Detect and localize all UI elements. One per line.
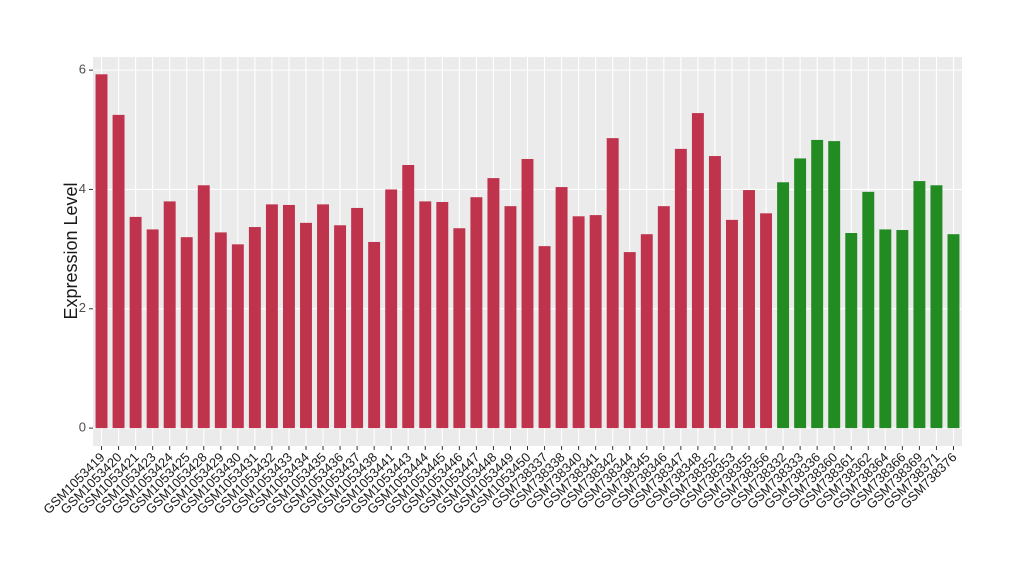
bar	[368, 241, 381, 429]
bar	[726, 219, 738, 429]
bar	[879, 229, 892, 429]
bar	[487, 178, 500, 429]
bar	[845, 233, 858, 429]
bar	[248, 227, 261, 429]
bar	[760, 213, 773, 429]
bar	[129, 216, 142, 429]
bar	[538, 246, 551, 429]
bar	[402, 164, 415, 429]
bar	[180, 237, 193, 429]
bar	[691, 113, 704, 429]
bar	[640, 234, 653, 429]
bar	[385, 189, 398, 429]
y-tick-label: 2	[79, 300, 86, 315]
bar	[351, 207, 364, 429]
y-axis-title: Expression Level	[61, 182, 81, 319]
bar	[146, 229, 159, 429]
bar	[453, 228, 466, 429]
bar	[300, 222, 312, 429]
bar	[674, 148, 687, 429]
bar	[896, 230, 909, 429]
bar	[436, 201, 449, 429]
bar	[623, 252, 636, 429]
bar	[913, 181, 926, 429]
bar	[811, 139, 824, 429]
bar	[572, 216, 585, 429]
bar	[606, 138, 619, 429]
bar	[282, 204, 295, 429]
bar	[930, 185, 943, 429]
y-tick-label: 4	[79, 181, 86, 196]
bar	[317, 204, 329, 429]
bar	[589, 215, 602, 429]
bar	[163, 201, 176, 429]
bar	[231, 244, 244, 429]
y-tick-label: 6	[79, 62, 86, 77]
bar	[521, 159, 534, 429]
bar	[862, 191, 875, 429]
bar	[794, 158, 807, 429]
bar	[504, 206, 517, 429]
bar	[95, 74, 108, 429]
bar	[743, 190, 755, 429]
bar	[708, 156, 721, 429]
bar	[214, 232, 227, 429]
bar	[197, 185, 210, 429]
bar	[334, 225, 347, 429]
bar	[947, 234, 960, 429]
bar	[777, 182, 790, 429]
bar	[112, 114, 125, 429]
bar	[265, 204, 278, 429]
bar	[470, 197, 483, 429]
bar	[657, 206, 670, 429]
y-tick-label: 0	[79, 420, 86, 435]
bar	[828, 141, 841, 429]
bar	[419, 201, 432, 429]
bar	[555, 187, 568, 429]
